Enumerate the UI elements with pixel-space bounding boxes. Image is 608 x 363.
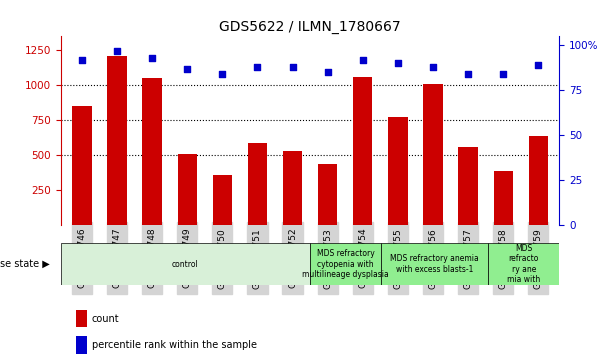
- Point: [323, 69, 333, 75]
- Point: [252, 64, 262, 70]
- Bar: [310, 243, 381, 285]
- Bar: [76, 336, 87, 354]
- Bar: [353, 77, 372, 225]
- Text: MDS
refracto
ry ane
mia with: MDS refracto ry ane mia with: [507, 244, 541, 284]
- Text: count: count: [92, 314, 119, 324]
- Point: [218, 71, 227, 77]
- Bar: [76, 310, 87, 327]
- Bar: [388, 117, 407, 225]
- Point: [112, 48, 122, 54]
- Title: GDS5622 / ILMN_1780667: GDS5622 / ILMN_1780667: [219, 20, 401, 34]
- Bar: [108, 56, 126, 225]
- Point: [182, 66, 192, 72]
- Bar: [213, 175, 232, 225]
- Text: MDS refractory anemia
with excess blasts-1: MDS refractory anemia with excess blasts…: [390, 254, 479, 274]
- Point: [288, 64, 297, 70]
- Point: [358, 57, 368, 62]
- Text: MDS refractory
cytopenia with
multilineage dysplasia: MDS refractory cytopenia with multilinea…: [302, 249, 389, 279]
- Bar: [247, 143, 267, 225]
- Text: percentile rank within the sample: percentile rank within the sample: [92, 340, 257, 350]
- Bar: [318, 164, 337, 225]
- Point: [147, 55, 157, 61]
- Point: [393, 60, 402, 66]
- Text: control: control: [172, 260, 199, 269]
- Bar: [494, 171, 513, 225]
- Bar: [283, 151, 302, 225]
- Point: [499, 71, 508, 77]
- Point: [463, 71, 473, 77]
- Bar: [423, 84, 443, 225]
- Bar: [72, 106, 92, 225]
- Point: [533, 62, 543, 68]
- Bar: [488, 243, 559, 285]
- Text: disease state ▶: disease state ▶: [0, 259, 50, 269]
- Point: [77, 57, 87, 62]
- Bar: [458, 147, 478, 225]
- Bar: [61, 243, 310, 285]
- Bar: [528, 135, 548, 225]
- Bar: [178, 154, 197, 225]
- Bar: [381, 243, 488, 285]
- Bar: [142, 78, 162, 225]
- Point: [428, 64, 438, 70]
